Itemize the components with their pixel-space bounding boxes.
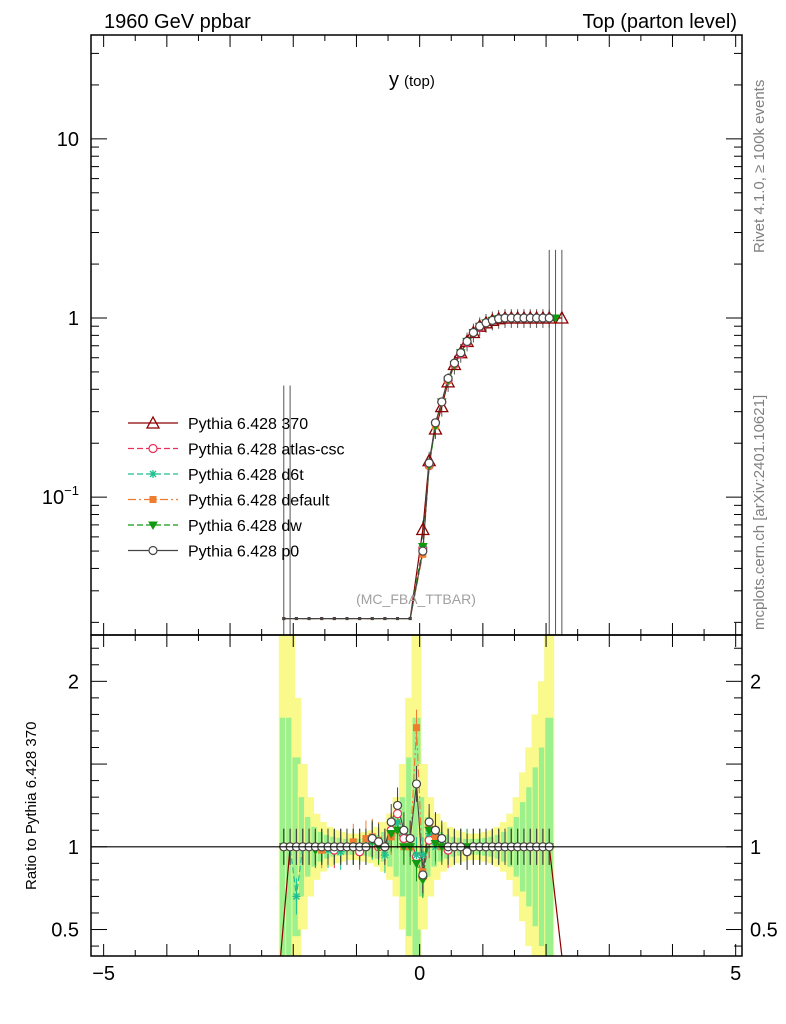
ratio-data-point <box>349 838 357 846</box>
ratio-y-tick-label: 2 <box>68 671 79 693</box>
axis-ticks <box>91 35 742 956</box>
ratio-data-point <box>411 779 422 789</box>
ratio-data-point <box>405 833 415 844</box>
ratio-data-point <box>362 835 370 843</box>
main-data-point <box>418 546 428 556</box>
legend-marker <box>148 545 158 556</box>
legend-label: Pythia 6.428 p0 <box>188 544 299 561</box>
ratio-data-point <box>399 825 409 835</box>
x-tick-label: −5 <box>92 963 115 985</box>
main-data-point <box>443 373 453 384</box>
ratio-panel-frame <box>90 634 743 957</box>
rivet-version-label: Rivet 4.1.0, ≥ 100k events <box>751 80 768 253</box>
main-data-point <box>554 310 569 324</box>
main-data-point <box>437 397 447 407</box>
legend-label: Pythia 6.428 default <box>188 493 330 510</box>
ratio-data-point <box>292 892 301 901</box>
ratio-ylabel: Ratio to Pythia 6.428 370 <box>23 722 40 890</box>
ratio-data-point <box>373 837 384 847</box>
ratio-data-point <box>413 724 420 732</box>
ratio-data-point <box>411 859 422 869</box>
main-data-point <box>307 617 311 621</box>
ratio-data-point <box>418 870 428 880</box>
main-data-point <box>320 617 324 621</box>
main-series-line <box>283 317 556 620</box>
ratio-data-point <box>437 833 447 844</box>
header-left: 1960 GeV ppbar <box>104 11 251 33</box>
legend: Pythia 6.428 370 Pythia 6.428 atlas-csc Py… <box>128 415 345 561</box>
x-tick-label: 5 <box>730 963 741 985</box>
ratio-data-point <box>392 809 403 819</box>
y-tick-base: 10 <box>42 487 64 509</box>
ratio-y-tick-label-right: 0.5 <box>750 920 778 942</box>
legend-marker <box>145 415 161 429</box>
mcplots-label: mcplots.cern.ch [arXiv:2401.10621] <box>751 395 768 630</box>
main-data-point <box>358 617 362 621</box>
main-data-point <box>544 313 554 323</box>
ratio-data-point <box>462 847 472 857</box>
main-data-point <box>396 617 400 621</box>
plot-title-main: y <box>389 69 399 91</box>
ratio-data-point <box>393 817 402 826</box>
ratio-y-tick-label-right: 2 <box>750 671 761 693</box>
y-tick-exponent: −1 <box>64 483 79 498</box>
plot-title-suffix: (top) <box>404 73 435 90</box>
ratio-y-tick-label: 0.5 <box>51 920 79 942</box>
ratio-data-point <box>424 817 434 827</box>
main-data-point <box>408 617 412 621</box>
legend-marker <box>149 470 157 478</box>
main-data-point <box>282 617 286 621</box>
y-tick-label: 1 <box>68 308 79 330</box>
main-data-point <box>424 458 434 468</box>
ratio-y-tick-label-right: 1 <box>750 837 761 859</box>
legend-label: Pythia 6.428 d6t <box>188 467 304 484</box>
main-data-point <box>434 399 449 413</box>
x-tick-label: 0 <box>414 963 425 985</box>
main-data-point <box>415 522 430 536</box>
main-data-point <box>462 336 472 347</box>
main-data-point <box>345 617 349 621</box>
y-tick-label: 10 <box>57 129 79 151</box>
header-right: Top (parton level) <box>582 11 737 33</box>
ratio-data-point <box>418 851 427 860</box>
y-tick-label: 10−1 <box>42 483 79 509</box>
main-data-point <box>370 617 374 621</box>
legend-marker <box>148 443 158 454</box>
main-data-point <box>430 418 441 428</box>
ratio-data-point <box>386 817 396 827</box>
plot-title: y (top) <box>389 69 435 91</box>
ratio-data-point <box>412 851 421 860</box>
ratio-data-point <box>430 825 441 835</box>
legend-marker <box>148 521 158 531</box>
ratio-band-green <box>412 717 421 956</box>
ratio-y-tick-label: 1 <box>68 837 79 859</box>
main-data-point <box>468 327 478 338</box>
ratio-data-point <box>386 830 397 839</box>
legend-label: Pythia 6.428 370 <box>188 416 308 433</box>
analysis-annotation: (MC_FBA_TTBAR) <box>356 591 476 607</box>
legend-label: Pythia 6.428 dw <box>188 518 302 535</box>
legend-label: Pythia 6.428 atlas-csc <box>188 442 345 459</box>
ratio-data-point <box>392 800 403 811</box>
main-data-point <box>332 617 336 621</box>
ratio-data-point <box>431 835 439 843</box>
main-data-point <box>383 617 387 621</box>
main-data-point <box>294 617 298 621</box>
main-series-line <box>283 317 562 620</box>
main-data-point <box>456 348 466 358</box>
main-data-point <box>449 358 460 368</box>
legend-marker <box>149 496 157 503</box>
ratio-data-point <box>380 851 389 860</box>
